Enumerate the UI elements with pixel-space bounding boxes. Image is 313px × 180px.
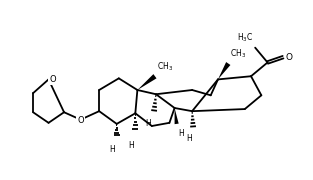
Text: H$_3$C: H$_3$C (237, 32, 253, 44)
Text: O: O (285, 53, 292, 62)
Polygon shape (218, 62, 230, 79)
Text: H: H (186, 134, 192, 143)
Text: H: H (110, 145, 115, 154)
Polygon shape (137, 74, 156, 90)
Text: O: O (77, 116, 84, 125)
Polygon shape (175, 108, 179, 124)
Text: H: H (179, 129, 184, 138)
Text: O: O (49, 75, 56, 84)
Text: H: H (145, 119, 151, 128)
Text: CH$_3$: CH$_3$ (230, 48, 247, 60)
Text: CH$_3$: CH$_3$ (157, 60, 173, 73)
Text: H: H (128, 141, 134, 150)
